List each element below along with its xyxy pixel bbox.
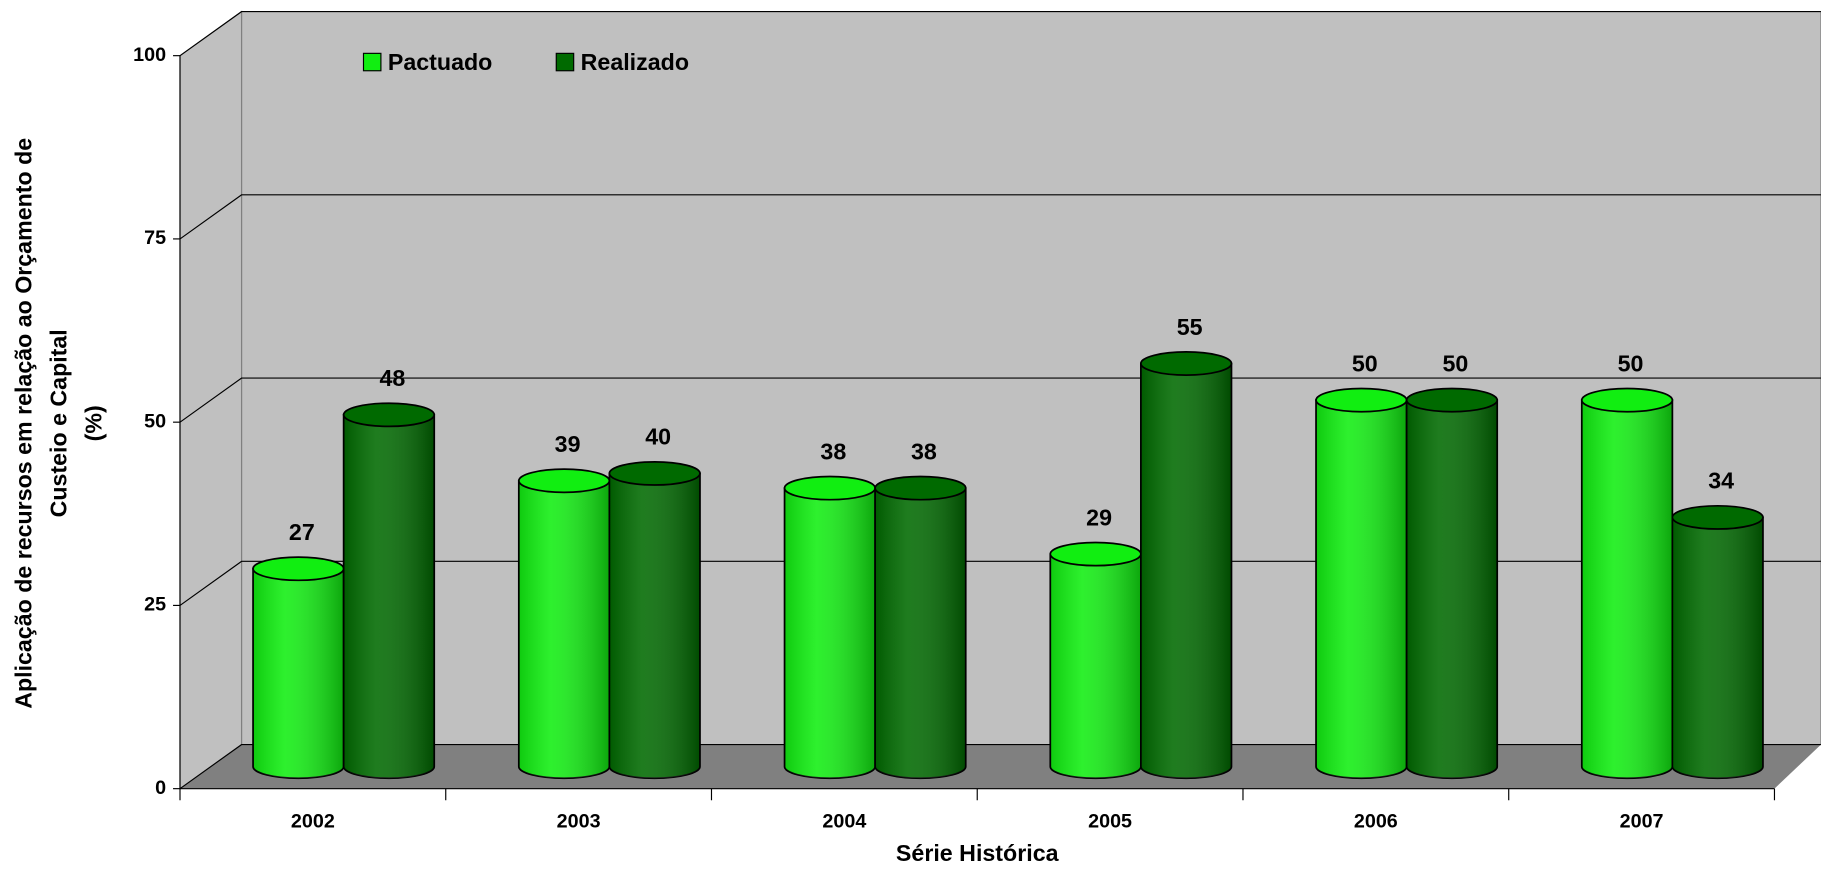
- value-label: 38: [820, 438, 846, 464]
- y-tick-label: 25: [144, 594, 166, 616]
- value-label: 50: [1442, 350, 1468, 376]
- x-tick-label: 2006: [1354, 811, 1398, 833]
- cylinder-shade: [784, 488, 876, 779]
- cylinder-shade: [1581, 400, 1673, 779]
- legend-label: Realizado: [581, 49, 689, 75]
- y-tick-label: 100: [133, 44, 166, 66]
- value-label: 34: [1708, 468, 1734, 494]
- x-tick-label: 2003: [557, 811, 601, 833]
- x-tick-label: 2005: [1088, 811, 1132, 833]
- cylinder-top: [1671, 504, 1764, 530]
- grid-line: [179, 560, 1821, 606]
- cylinder-top: [783, 475, 877, 501]
- grid-line: [179, 11, 1821, 57]
- cylinder-top: [342, 402, 436, 428]
- value-label: 50: [1352, 350, 1378, 376]
- grid-line: [179, 744, 1821, 790]
- value-label: 50: [1618, 350, 1644, 376]
- cylinder-top: [1315, 387, 1408, 413]
- y-axis-label: Aplicação de recursos em relação ao Orça…: [11, 138, 37, 709]
- x-tick-label: 2007: [1620, 811, 1664, 833]
- cylinder-top: [1580, 387, 1674, 413]
- value-label: 55: [1177, 314, 1203, 340]
- plot: 0 25 50 75 100 2002 2003 2004 2005 2006 2007 27 39 38…: [11, 10, 1821, 866]
- cylinder-shade: [343, 414, 435, 779]
- cylinder-shade: [1672, 517, 1763, 779]
- value-label: 38: [911, 438, 937, 464]
- x-tick-label: 2004: [822, 811, 866, 833]
- y-axis-label: Custeio e Capital: [46, 329, 72, 517]
- grid-line: [179, 194, 1821, 240]
- grid-line: [179, 377, 1821, 423]
- y-tick-label: 75: [144, 227, 166, 249]
- value-label: 48: [380, 365, 406, 391]
- cylinder-top: [874, 475, 967, 501]
- cylinder-shade: [609, 473, 700, 779]
- cylinder-top: [1405, 387, 1499, 413]
- legend-swatch: [555, 52, 575, 72]
- cylinder-shade: [1316, 400, 1407, 779]
- cylinder-shade: [253, 568, 344, 779]
- value-label: 27: [289, 519, 315, 545]
- cylinder-shade: [1140, 363, 1232, 779]
- value-label: 39: [555, 431, 581, 457]
- cylinder-shade: [1406, 400, 1498, 779]
- cylinder-shade: [875, 488, 966, 779]
- cylinder-top: [1140, 351, 1233, 376]
- x-axis-label: Série Histórica: [896, 840, 1060, 866]
- cylinder-top: [608, 460, 701, 486]
- value-label: 29: [1086, 504, 1112, 530]
- x-tick-label: 2002: [291, 811, 335, 833]
- legend-label: Pactuado: [388, 49, 493, 75]
- legend-swatch: [362, 52, 382, 72]
- cylinder-shade: [518, 480, 610, 779]
- cylinder-shade: [1050, 554, 1141, 779]
- y-tick-label: 50: [144, 410, 166, 432]
- y-tick-label: 0: [155, 777, 166, 799]
- cylinder-top: [517, 468, 611, 494]
- y-axis-label: (%): [80, 405, 106, 441]
- value-label: 40: [645, 424, 671, 450]
- cylinder-top: [252, 556, 345, 582]
- cylinder-top: [1049, 541, 1142, 567]
